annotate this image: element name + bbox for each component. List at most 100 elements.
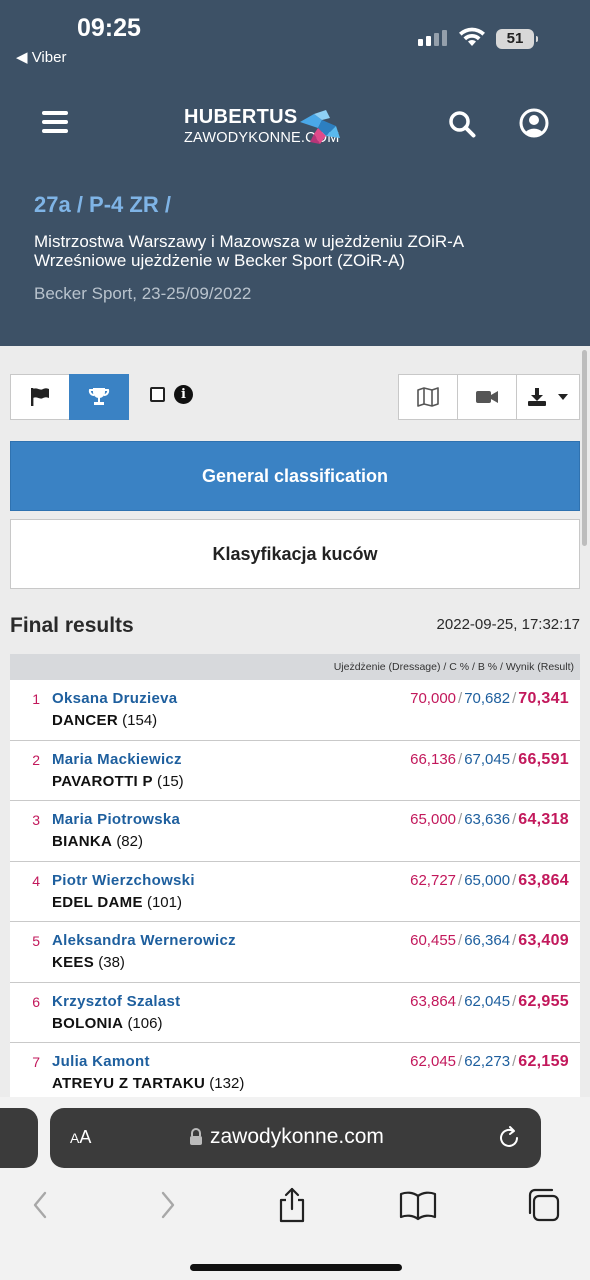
page-scrollbar[interactable] bbox=[582, 350, 587, 546]
score-result: 63,409 bbox=[518, 932, 569, 949]
horse-name: KEES bbox=[52, 954, 95, 971]
score-result: 62,955 bbox=[518, 992, 569, 1010]
score-b: 62,273 bbox=[464, 1053, 511, 1070]
rank: 1 bbox=[32, 691, 40, 707]
wifi-icon bbox=[459, 27, 485, 46]
results-table: 1 Oksana Druzieva DANCER (154) 70,000/70,68… bbox=[10, 680, 580, 1104]
caret-down-icon bbox=[558, 394, 568, 400]
score-result: 64,318 bbox=[518, 811, 569, 828]
rider-name-link[interactable]: Maria Piotrowska bbox=[52, 811, 181, 828]
table-row[interactable]: 5 Aleksandra Wernerowicz KEES (38) 60,455/6… bbox=[10, 922, 580, 983]
score-c: 63,864 bbox=[410, 992, 457, 1010]
back-to-app-link[interactable]: ◀ Viber bbox=[16, 49, 67, 66]
score-result: 70,341 bbox=[518, 690, 569, 707]
pony-classification-button[interactable]: Klasyfikacja kuców bbox=[10, 519, 580, 589]
rank: 5 bbox=[32, 933, 40, 949]
rider-name-link[interactable]: Krzysztof Szalast bbox=[52, 992, 181, 1010]
bookmarks-icon[interactable] bbox=[398, 1187, 438, 1223]
horse-number: (38) bbox=[98, 954, 125, 971]
reader-settings-button[interactable]: AA bbox=[70, 1127, 92, 1147]
score-c: 60,455 bbox=[410, 932, 457, 949]
scores: 62,727/65,000/63,864 bbox=[410, 871, 569, 889]
menu-button[interactable] bbox=[42, 111, 68, 133]
table-row[interactable]: 2 Maria Mackiewicz PAVAROTTI P (15) 66,136/… bbox=[10, 740, 580, 801]
status-time: 09:25 bbox=[77, 14, 141, 42]
horse-info: ATREYU Z TARTAKU (132) bbox=[52, 1075, 244, 1092]
video-button[interactable] bbox=[457, 374, 517, 420]
rank: 2 bbox=[32, 751, 40, 768]
score-c: 66,136 bbox=[410, 750, 457, 768]
user-icon[interactable] bbox=[519, 108, 549, 138]
header-area: 09:25 ◀ Viber 51 HUBERTUS ZAWODYKONNE.CO… bbox=[0, 0, 590, 346]
lock-icon bbox=[190, 1128, 202, 1145]
results-timestamp: 2022-09-25, 17:32:17 bbox=[436, 616, 580, 633]
map-button[interactable] bbox=[398, 374, 458, 420]
rider-name-link[interactable]: Maria Mackiewicz bbox=[52, 750, 182, 768]
download-icon bbox=[528, 388, 546, 406]
tabs-icon[interactable] bbox=[523, 1187, 563, 1223]
rank: 6 bbox=[32, 993, 40, 1010]
horse-name: DANCER bbox=[52, 712, 118, 729]
rider-name-link[interactable]: Oksana Druzieva bbox=[52, 690, 178, 707]
horse-info: DANCER (154) bbox=[52, 712, 157, 729]
horse-number: (82) bbox=[116, 833, 143, 850]
scores: 70,000/70,682/70,341 bbox=[410, 690, 569, 707]
results-tab[interactable] bbox=[69, 374, 129, 420]
rider-name-link[interactable]: Aleksandra Wernerowicz bbox=[52, 932, 236, 949]
flag-icon bbox=[31, 388, 49, 406]
score-c: 65,000 bbox=[410, 811, 457, 828]
results-table-header: Ujeżdżenie (Dressage) / C % / B % / Wyni… bbox=[10, 654, 580, 680]
general-classification-button[interactable]: General classification bbox=[10, 441, 580, 511]
home-indicator bbox=[190, 1264, 402, 1271]
back-icon[interactable] bbox=[20, 1187, 60, 1223]
horse-name: BIANKA bbox=[52, 833, 113, 850]
scores: 63,864/62,045/62,955 bbox=[410, 992, 569, 1010]
address-bar[interactable]: AA zawodykonne.com bbox=[50, 1108, 541, 1168]
video-camera-icon bbox=[476, 391, 498, 403]
status-bar: 09:25 ◀ Viber 51 bbox=[0, 0, 590, 80]
site-logo[interactable]: HUBERTUS ZAWODYKONNE.COM bbox=[184, 106, 344, 150]
table-row[interactable]: 7 Julia Kamont ATREYU Z TARTAKU (132) 62,04… bbox=[10, 1043, 580, 1104]
start-list-tab[interactable] bbox=[10, 374, 70, 420]
rank: 7 bbox=[32, 1054, 40, 1070]
search-icon[interactable] bbox=[448, 110, 476, 138]
rank: 4 bbox=[32, 872, 40, 889]
horse-info: KEES (38) bbox=[52, 954, 125, 971]
forward-icon[interactable] bbox=[148, 1187, 188, 1223]
horse-name: EDEL DAME bbox=[52, 893, 143, 911]
horse-info: BIANKA (82) bbox=[52, 833, 143, 850]
score-result: 62,159 bbox=[518, 1053, 569, 1070]
horse-logo-icon bbox=[300, 110, 340, 144]
info-icon[interactable]: i bbox=[174, 385, 193, 404]
trophy-icon bbox=[88, 388, 110, 405]
show-details-checkbox[interactable] bbox=[150, 387, 165, 402]
score-b: 70,682 bbox=[464, 690, 511, 707]
horse-info: BOLONIA (106) bbox=[52, 1015, 162, 1032]
browser-toolbar: AA zawodykonne.com bbox=[0, 1097, 590, 1280]
event-venue: Becker Sport, 23-25/09/2022 bbox=[34, 284, 252, 303]
battery-indicator: 51 bbox=[496, 29, 538, 49]
horse-name: PAVAROTTI P bbox=[52, 772, 153, 790]
table-row[interactable]: 1 Oksana Druzieva DANCER (154) 70,000/70,68… bbox=[10, 680, 580, 741]
event-title-line1: Mistrzostwa Warszawy i Mazowsza w ujeżdż… bbox=[34, 232, 465, 251]
table-row[interactable]: 4 Piotr Wierzchowski EDEL DAME (101) 62,727… bbox=[10, 861, 580, 922]
scores: 66,136/67,045/66,591 bbox=[410, 750, 569, 768]
url-text: zawodykonne.com bbox=[210, 1125, 384, 1148]
score-b: 62,045 bbox=[464, 992, 511, 1010]
horse-number: (154) bbox=[122, 712, 158, 729]
table-row[interactable]: 6 Krzysztof Szalast BOLONIA (106) 63,864/62… bbox=[10, 982, 580, 1043]
table-row[interactable]: 3 Maria Piotrowska BIANKA (82) 65,000/63,63… bbox=[10, 801, 580, 862]
horse-name: ATREYU Z TARTAKU bbox=[52, 1075, 206, 1092]
rider-name-link[interactable]: Piotr Wierzchowski bbox=[52, 871, 195, 889]
reload-icon[interactable] bbox=[499, 1125, 521, 1149]
rider-name-link[interactable]: Julia Kamont bbox=[52, 1053, 150, 1070]
share-icon[interactable] bbox=[272, 1187, 312, 1223]
logo-line1: HUBERTUS bbox=[184, 106, 298, 128]
rank: 3 bbox=[32, 812, 40, 828]
breadcrumb[interactable]: 27a / P-4 ZR / bbox=[34, 192, 171, 217]
previous-tab-preview[interactable] bbox=[0, 1108, 38, 1168]
score-b: 65,000 bbox=[464, 871, 511, 889]
horse-info: EDEL DAME (101) bbox=[52, 894, 182, 911]
cellular-signal-icon bbox=[418, 30, 447, 46]
download-dropdown[interactable] bbox=[516, 374, 580, 420]
